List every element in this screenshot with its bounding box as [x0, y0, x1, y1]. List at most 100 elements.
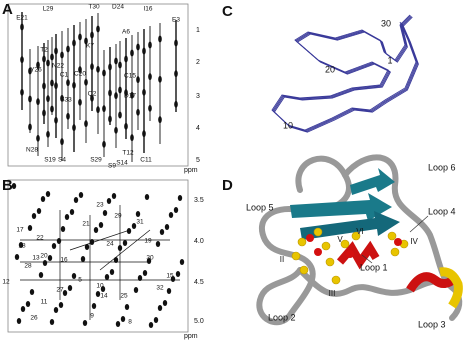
- axis-unit: ppm: [184, 167, 198, 174]
- peak: [114, 92, 118, 100]
- residue-label: 30: [381, 18, 391, 28]
- peak-label: 17: [16, 227, 24, 234]
- protein-cartoon: [256, 154, 463, 326]
- peak-label: 16: [60, 257, 68, 264]
- peak-label: 30: [146, 255, 154, 262]
- peak: [78, 66, 82, 74]
- peak: [108, 115, 112, 123]
- peak: [130, 91, 134, 99]
- peak-label: 28: [24, 263, 32, 270]
- axis-tick-label: 1: [196, 27, 200, 34]
- spectrum-frame: [7, 179, 189, 333]
- peak-label: 11: [41, 299, 48, 306]
- peak: [36, 134, 40, 142]
- spectrum-frame: [7, 3, 189, 167]
- peak-label: 23: [96, 202, 104, 209]
- peak: [114, 57, 118, 65]
- peak: [84, 37, 88, 45]
- residue-label: N28: [26, 147, 38, 154]
- cross-peak: [36, 208, 42, 214]
- cross-peak: [60, 226, 66, 232]
- residue-label: L29: [43, 6, 54, 13]
- peak: [28, 67, 32, 75]
- axis-tick-label: 4: [196, 125, 200, 132]
- cross-peak: [56, 238, 62, 244]
- peak: [102, 105, 106, 113]
- residue-label: D24: [112, 4, 124, 11]
- cross-peak: [168, 212, 174, 218]
- axis-tick-label: 3.5: [194, 197, 204, 204]
- cross-peak: [179, 259, 185, 265]
- cross-peak: [84, 244, 90, 250]
- peak: [72, 39, 76, 47]
- cross-peak: [73, 197, 79, 203]
- peak: [66, 112, 70, 120]
- peak-label: 27: [56, 287, 64, 294]
- peak: [142, 47, 146, 55]
- cross-peak: [126, 228, 132, 234]
- peak: [78, 33, 82, 41]
- peak: [60, 138, 64, 146]
- cross-peak: [146, 258, 152, 264]
- peak: [102, 140, 106, 148]
- peak-label: 26: [30, 315, 38, 322]
- cross-peak: [106, 198, 112, 204]
- connectivity-line: [99, 229, 151, 271]
- cross-peak: [104, 274, 110, 280]
- peak: [54, 47, 58, 55]
- peak: [72, 124, 76, 132]
- cross-peak: [153, 317, 159, 323]
- axis-tick-label: 5: [196, 157, 200, 164]
- cross-peak: [124, 304, 130, 310]
- backbone-strand: [273, 16, 419, 132]
- cross-peak: [89, 239, 95, 245]
- residue-label: S33: [60, 97, 72, 104]
- cross-peak: [120, 316, 126, 322]
- peak-label: 32: [156, 285, 164, 292]
- peak: [136, 108, 140, 116]
- cross-peak: [62, 290, 68, 296]
- peak: [36, 61, 40, 69]
- peak: [60, 94, 64, 102]
- peak: [78, 98, 82, 106]
- peak: [96, 106, 100, 114]
- disulfide-label: IV: [410, 237, 418, 246]
- peak: [60, 51, 64, 59]
- peak-label: 15: [166, 273, 174, 280]
- peak: [148, 41, 152, 49]
- loop-label: Loop 1: [360, 262, 388, 272]
- cross-peak: [177, 195, 183, 201]
- cross-peak: [71, 273, 77, 279]
- residue-label: C11: [140, 157, 152, 164]
- cross-peak: [18, 242, 24, 248]
- cross-peak: [162, 300, 168, 306]
- cross-peak: [98, 222, 104, 228]
- cross-peak: [51, 243, 57, 249]
- residue-label: S14: [116, 160, 128, 167]
- cross-peak: [175, 271, 181, 277]
- cross-peak: [133, 287, 139, 293]
- peak: [90, 94, 94, 102]
- peak-label: 22: [36, 235, 44, 242]
- cross-peak: [93, 227, 99, 233]
- peak-label: 31: [136, 219, 144, 226]
- peak: [142, 88, 146, 96]
- disulfide-label: II: [280, 255, 284, 264]
- peak: [96, 25, 100, 33]
- peak: [124, 122, 128, 130]
- panel-label: D: [222, 177, 233, 194]
- peak: [50, 79, 54, 87]
- cross-peak: [155, 241, 161, 247]
- peak: [36, 98, 40, 106]
- peak: [90, 31, 94, 39]
- peak: [96, 65, 100, 73]
- residue-label: S29: [90, 157, 102, 164]
- panel-label: C: [222, 3, 233, 20]
- backbone-strand: [271, 14, 417, 131]
- axis-tick-label: 4.0: [194, 238, 204, 245]
- cross-peak: [135, 211, 141, 217]
- cross-peak: [64, 214, 70, 220]
- cross-peak: [115, 321, 121, 327]
- backbone-trace: [271, 14, 419, 133]
- residue-label: I16: [143, 6, 152, 13]
